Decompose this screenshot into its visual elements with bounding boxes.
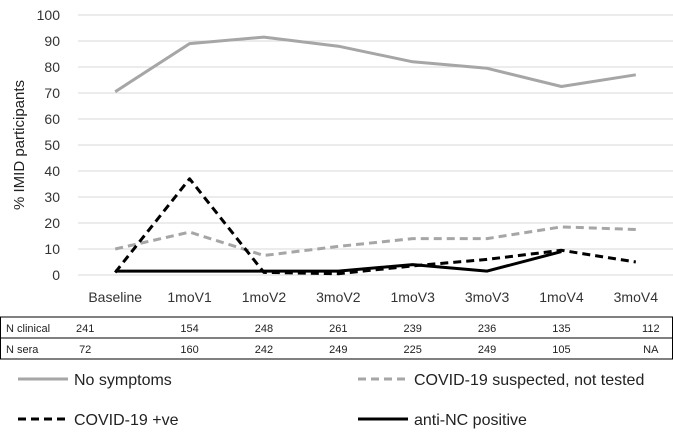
legend-label: COVID-19 +ve: [74, 412, 179, 429]
series-line-4: [115, 250, 562, 273]
y-tick-label: 20: [44, 215, 60, 231]
table-cell: 239: [404, 323, 422, 335]
x-tick-label: 1moV4: [539, 289, 584, 305]
x-tick-label: 1moV3: [391, 289, 436, 305]
x-axis-ticks: Baseline 1moV1 1moV2 3moV2 1moV3 3moV3 1moV4 3m…: [88, 289, 658, 305]
x-tick-label: Baseline: [88, 289, 142, 305]
data-table: N clinical 241 154 248 261 239 236 135 112 N sera…: [0, 316, 673, 360]
series-line-1: [114, 35, 637, 93]
y-tick-label: 90: [44, 33, 60, 49]
y-tick-label: 10: [44, 241, 60, 257]
table-cell: 160: [180, 344, 198, 356]
legend-label: No symptoms: [74, 372, 172, 389]
series-lines: [114, 35, 637, 276]
table-cell: 72: [79, 344, 91, 356]
y-tick-label: 80: [44, 59, 60, 75]
table-cell: 241: [76, 323, 94, 335]
y-tick-label: 70: [44, 85, 60, 101]
table-cell: 242: [255, 344, 273, 356]
x-tick-label: 1moV2: [242, 289, 287, 305]
series-line-2: [114, 225, 636, 257]
y-tick-label: 60: [44, 111, 60, 127]
y-tick-label: 30: [44, 189, 60, 205]
table-cell: 261: [329, 323, 347, 335]
table-cell: 105: [552, 344, 570, 356]
y-tick-label: 100: [37, 7, 61, 23]
table-cell: NA: [643, 344, 659, 356]
table-cell: 249: [329, 344, 347, 356]
legend: No symptoms COVID-19 suspected, not teste…: [18, 372, 644, 429]
y-tick-label: 40: [44, 163, 60, 179]
y-tick-label: 50: [44, 137, 60, 153]
table-cell: 135: [552, 323, 570, 335]
x-tick-label: 3moV2: [316, 289, 361, 305]
x-tick-label: 1moV1: [167, 289, 212, 305]
x-tick-label: 3moV4: [614, 289, 659, 305]
table-row-label: N clinical: [6, 323, 50, 335]
table-row-label: N sera: [6, 344, 39, 356]
series-line-3: [114, 177, 637, 276]
table-cell: 154: [180, 323, 198, 335]
y-tick-label: 0: [52, 267, 60, 283]
legend-label: anti-NC positive: [414, 412, 527, 429]
table-cell: 248: [255, 323, 273, 335]
table-cell: 225: [404, 344, 422, 356]
legend-label: COVID-19 suspected, not tested: [414, 372, 644, 389]
table-cell: 236: [478, 323, 496, 335]
table-cell: 112: [642, 323, 660, 335]
y-axis-label: % IMID participants: [11, 80, 28, 210]
table-cell: 249: [478, 344, 496, 356]
gridlines: [78, 14, 673, 276]
y-axis-ticks: 0 10 20 30 40 50 60 70 80 90 100: [37, 7, 61, 283]
x-tick-label: 3moV3: [465, 289, 510, 305]
